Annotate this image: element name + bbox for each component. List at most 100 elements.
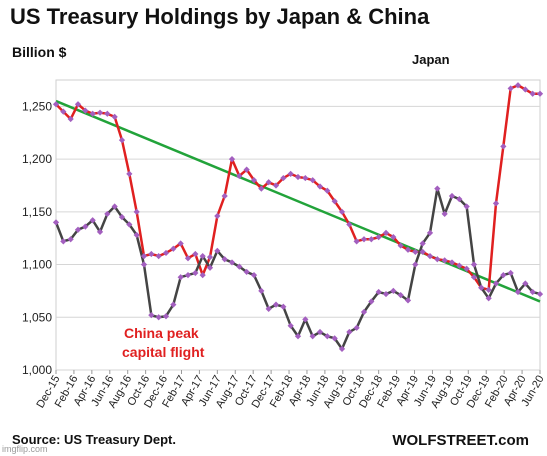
y-tick-label: 1,200 — [22, 152, 52, 166]
data-point-china — [280, 303, 287, 310]
data-point-japan — [118, 136, 126, 144]
data-point-china — [302, 316, 309, 323]
data-point-japan — [309, 177, 316, 184]
data-point-japan — [294, 173, 302, 181]
data-point-china — [118, 213, 126, 221]
data-point-china — [397, 292, 404, 299]
data-point-china — [258, 287, 265, 295]
y-tick-label: 1,050 — [22, 310, 52, 324]
data-point-china — [265, 305, 272, 312]
data-point-china — [434, 185, 441, 192]
data-point-china — [382, 290, 390, 298]
data-point-japan — [426, 252, 434, 260]
y-tick-labels: 1,000 1,050 1,100 1,150 1,200 1,250 — [22, 99, 52, 377]
data-point-china — [214, 247, 221, 254]
data-point-japan — [214, 212, 221, 220]
data-point-japan — [82, 107, 89, 114]
annotation-japan: Japan — [412, 52, 450, 67]
data-point-china — [287, 322, 294, 329]
data-point-japan — [419, 248, 426, 256]
annotation-china-line1: China peak — [124, 325, 199, 341]
data-point-china — [478, 284, 485, 291]
data-point-japan — [126, 170, 133, 177]
data-point-china — [140, 261, 148, 268]
data-point-china — [316, 328, 324, 336]
data-point-japan — [346, 221, 353, 228]
y-tick-label: 1,250 — [22, 99, 52, 113]
data-point-japan — [500, 143, 507, 150]
data-point-japan — [463, 265, 470, 272]
data-point-china — [353, 324, 360, 331]
data-point-japan — [441, 257, 448, 264]
data-point-china — [492, 280, 500, 287]
data-point-china — [272, 301, 280, 308]
data-point-japan — [192, 250, 199, 258]
data-point-china — [324, 333, 331, 340]
data-point-japan — [522, 86, 529, 93]
data-point-china — [485, 295, 492, 302]
data-point-china — [529, 288, 536, 296]
y-tick-label: 1,100 — [22, 258, 52, 272]
data-point-japan — [456, 262, 463, 269]
data-point-china — [60, 238, 67, 245]
series-line-japan — [55, 84, 540, 292]
data-point-japan — [111, 113, 118, 121]
data-point-china — [412, 261, 419, 268]
data-point-china — [177, 274, 184, 281]
data-point-japan — [96, 109, 104, 116]
data-point-china — [500, 271, 507, 279]
data-point-japan — [485, 286, 492, 293]
brand-logo: WOLFSTREET.com — [392, 432, 529, 449]
data-point-china — [507, 269, 514, 277]
data-point-china — [368, 298, 375, 305]
data-point-japan — [324, 187, 331, 194]
data-point-japan — [434, 256, 441, 263]
data-point-china — [104, 210, 111, 218]
data-point-china — [199, 252, 206, 260]
data-point-china — [155, 314, 162, 321]
data-point-japan — [236, 172, 243, 180]
data-point-china — [338, 345, 346, 353]
data-point-china — [390, 287, 397, 295]
annotation-china-line2: capital flight — [122, 344, 205, 360]
data-point-japan — [368, 236, 375, 243]
data-point-japan — [302, 174, 309, 182]
data-point-japan — [536, 90, 544, 97]
data-point-japan — [74, 101, 82, 108]
data-point-china — [67, 236, 74, 243]
data-point-china — [243, 268, 250, 276]
data-point-china — [470, 261, 478, 268]
data-point-china — [82, 223, 89, 230]
data-point-japan — [221, 192, 228, 200]
data-point-china — [375, 288, 382, 296]
data-point-japan — [89, 110, 96, 117]
data-point-japan — [250, 177, 258, 184]
data-point-japan — [199, 271, 206, 279]
series-points — [52, 82, 544, 353]
data-point-japan — [228, 155, 236, 163]
data-point-japan — [412, 248, 419, 256]
data-point-japan — [155, 252, 162, 260]
data-point-china — [184, 271, 192, 279]
watermark: imgflip.com — [2, 444, 48, 454]
data-point-china — [221, 256, 228, 263]
data-point-japan — [148, 250, 155, 258]
data-point-china — [294, 333, 302, 340]
data-point-china — [133, 231, 140, 239]
data-point-china — [331, 335, 338, 342]
data-point-japan — [448, 259, 456, 266]
data-point-japan — [492, 200, 500, 207]
data-point-china — [536, 290, 544, 298]
data-point-china — [96, 228, 104, 235]
data-point-japan — [206, 254, 214, 261]
data-point-china — [74, 226, 82, 233]
data-point-china — [514, 288, 522, 296]
data-point-china — [111, 203, 118, 210]
x-tick-labels: Dec-15Feb-16Apr-16Jun-16Aug-16Oct-16Dec-… — [34, 370, 547, 410]
data-point-china — [404, 297, 412, 304]
data-point-japan — [360, 236, 368, 243]
data-point-china — [89, 217, 96, 224]
y-tick-label: 1,000 — [22, 363, 52, 377]
data-point-japan — [133, 208, 140, 215]
